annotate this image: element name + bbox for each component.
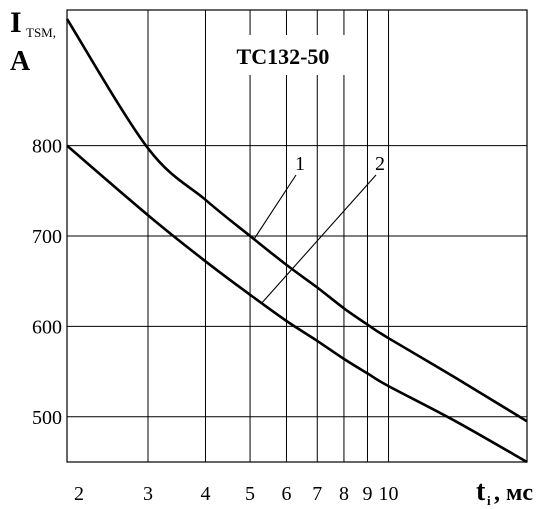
series-line-2 xyxy=(66,144,528,464)
y-tick-label: 600 xyxy=(32,316,62,338)
xlabel-unit: , мс xyxy=(494,480,533,506)
x-tick-label: 4 xyxy=(200,483,210,505)
x-tick-label: 5 xyxy=(245,483,255,505)
x-tick-label: 6 xyxy=(281,483,291,505)
x-tick-label: 8 xyxy=(339,483,349,505)
xlabel-sub: i xyxy=(487,493,491,508)
x-tick-labels: 2 3 4 5 6 7 8 9 10 xyxy=(74,483,399,505)
series-curves xyxy=(65,18,528,464)
y-tick-label: 800 xyxy=(32,136,62,158)
ylabel-sub: TSM, xyxy=(26,25,56,40)
annotation-label-2: 2 xyxy=(375,153,385,175)
annotation-leader-2 xyxy=(261,174,377,304)
y-tick-labels: 500 600 700 800 xyxy=(32,136,62,429)
ylabel-background xyxy=(6,4,66,76)
x-tick-label: 3 xyxy=(143,483,153,505)
x-tick-label: 10 xyxy=(379,483,399,505)
ylabel-main: I xyxy=(10,6,22,39)
x-tick-label: 2 xyxy=(74,483,84,505)
x-tick-label: 9 xyxy=(362,483,372,505)
xlabel-main: t xyxy=(476,476,486,507)
annotation-label-1: 1 xyxy=(295,153,305,175)
title-background xyxy=(218,35,348,75)
series-line-1 xyxy=(65,18,528,423)
chart-title: TC132-50 xyxy=(237,44,330,69)
x-tick-label: 7 xyxy=(312,483,322,505)
y-tick-label: 500 xyxy=(32,407,62,429)
y-tick-label: 700 xyxy=(32,226,62,248)
annotation-leader-1 xyxy=(253,174,297,240)
ylabel-unit: A xyxy=(10,46,31,77)
